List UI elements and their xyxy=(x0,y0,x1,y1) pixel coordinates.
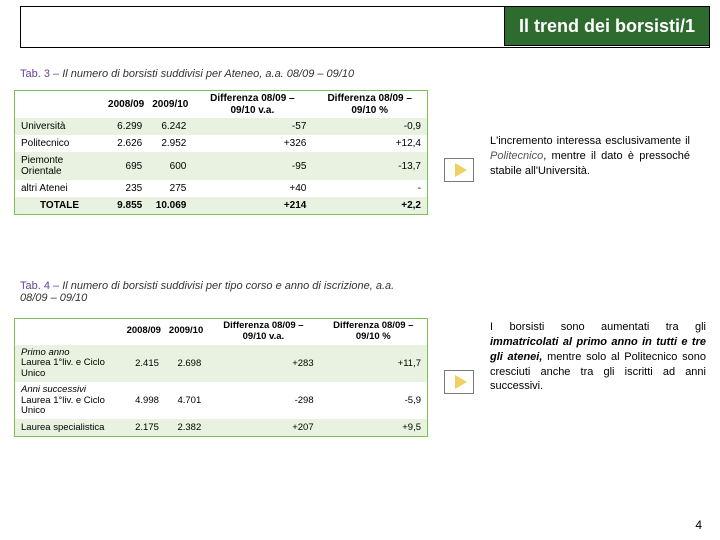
tab4-lead: Tab. 4 – xyxy=(20,280,62,292)
table-row: Primo annoLaurea 1°liv. e Ciclo Unico 2.… xyxy=(15,345,427,382)
tab4-col3: Differenza 08/09 – 09/10 v.a. xyxy=(207,319,319,345)
cell: 2.952 xyxy=(148,135,192,152)
tab3-caption: Tab. 3 – Il numero di borsisti suddivisi… xyxy=(20,68,700,80)
cell: 2.175 xyxy=(123,419,165,436)
cell: 600 xyxy=(148,152,192,180)
cell: -5,9 xyxy=(320,382,427,419)
tab4-col4: Differenza 08/09 – 09/10 % xyxy=(320,319,427,345)
cell: - xyxy=(312,180,427,197)
cell: -0,9 xyxy=(312,118,427,135)
title-bar: Il trend dei borsisti/1 xyxy=(20,6,710,48)
cell: +214 xyxy=(192,197,312,214)
cell: 4.701 xyxy=(165,382,207,419)
cell: -298 xyxy=(207,382,319,419)
side1-em: Politecnico xyxy=(490,150,543,162)
cell: +207 xyxy=(207,419,319,436)
tab3-lead: Tab. 3 – xyxy=(20,68,62,80)
cell: 9.855 xyxy=(104,197,148,214)
cell: +12,4 xyxy=(312,135,427,152)
cell: 4.998 xyxy=(123,382,165,419)
tab3-col1: 2008/09 xyxy=(104,91,148,118)
arrow-icon xyxy=(444,370,474,394)
cell: 2.626 xyxy=(104,135,148,152)
side-text-1: L'incremento interessa esclusivamente il… xyxy=(490,134,690,179)
tab3-col3: Differenza 08/09 – 09/10 v.a. xyxy=(192,91,312,118)
side-text-2: I borsisti sono aumentati tra gli immatr… xyxy=(490,320,706,394)
cell: +2,2 xyxy=(312,197,427,214)
table-4-inner: 2008/09 2009/10 Differenza 08/09 – 09/10… xyxy=(15,319,427,436)
table-3: 2008/09 2009/10 Differenza 08/09 – 09/10… xyxy=(14,90,428,215)
cell: -95 xyxy=(192,152,312,180)
arrow-icon xyxy=(444,158,474,182)
cell: +9,5 xyxy=(320,419,427,436)
cell: -13,7 xyxy=(312,152,427,180)
cell: 2.382 xyxy=(165,419,207,436)
tab3-caption-text: Il numero di borsisti suddivisi per Aten… xyxy=(62,68,354,80)
tab4-caption-text: Il numero di borsisti suddivisi per tipo… xyxy=(20,280,394,304)
cell: +283 xyxy=(207,345,319,382)
page-number: 4 xyxy=(695,518,702,532)
cell-label: altri Atenei xyxy=(15,180,104,197)
table-row: Anni successiviLaurea 1°liv. e Ciclo Uni… xyxy=(15,382,427,419)
table-row: altri Atenei 235 275 +40 - xyxy=(15,180,427,197)
cell: 6.242 xyxy=(148,118,192,135)
table-total-row: TOTALE 9.855 10.069 +214 +2,2 xyxy=(15,197,427,214)
cell-label: Laurea specialistica xyxy=(15,419,123,436)
cell-label: Primo annoLaurea 1°liv. e Ciclo Unico xyxy=(15,345,123,382)
table-row: Piemonte Orientale 695 600 -95 -13,7 xyxy=(15,152,427,180)
cell: 275 xyxy=(148,180,192,197)
cell-label: Piemonte Orientale xyxy=(15,152,104,180)
table-row: Laurea specialistica 2.175 2.382 +207 +9… xyxy=(15,419,427,436)
table-row: Politecnico 2.626 2.952 +326 +12,4 xyxy=(15,135,427,152)
tab3-col4: Differenza 08/09 – 09/10 % xyxy=(312,91,427,118)
tab3-col0 xyxy=(15,91,104,118)
tab3-col2: 2009/10 xyxy=(148,91,192,118)
cell: +40 xyxy=(192,180,312,197)
side1-t1: L'incremento interessa esclusivamente il xyxy=(490,135,690,147)
table-3-inner: 2008/09 2009/10 Differenza 08/09 – 09/10… xyxy=(15,91,427,214)
tab4-col0 xyxy=(15,319,123,345)
cell-label: Politecnico xyxy=(15,135,104,152)
cell-label: Università xyxy=(15,118,104,135)
cell-label: TOTALE xyxy=(15,197,104,214)
tab4-caption: Tab. 4 – Il numero di borsisti suddivisi… xyxy=(20,280,420,304)
slide-title: Il trend dei borsisti/1 xyxy=(504,6,710,46)
cell: 695 xyxy=(104,152,148,180)
cell: +11,7 xyxy=(320,345,427,382)
table-row: Università 6.299 6.242 -57 -0,9 xyxy=(15,118,427,135)
cell: 2.698 xyxy=(165,345,207,382)
cell: 2.415 xyxy=(123,345,165,382)
tab4-col2: 2009/10 xyxy=(165,319,207,345)
side2-t1: I borsisti sono aumentati tra gli xyxy=(490,321,706,333)
table-4: 2008/09 2009/10 Differenza 08/09 – 09/10… xyxy=(14,318,428,437)
cell: +326 xyxy=(192,135,312,152)
cell-label: Anni successiviLaurea 1°liv. e Ciclo Uni… xyxy=(15,382,123,419)
cell: 6.299 xyxy=(104,118,148,135)
cell: 235 xyxy=(104,180,148,197)
cell: -57 xyxy=(192,118,312,135)
cell: 10.069 xyxy=(148,197,192,214)
tab4-col1: 2008/09 xyxy=(123,319,165,345)
